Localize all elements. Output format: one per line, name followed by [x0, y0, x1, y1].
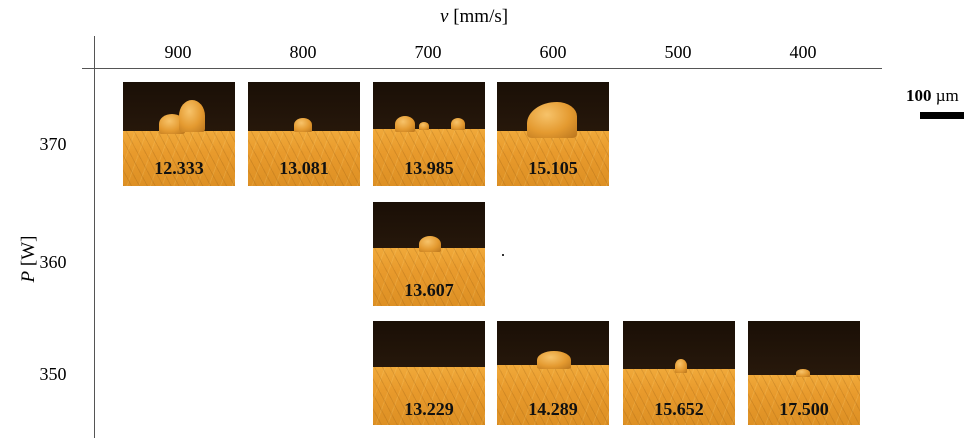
micrograph-panel: 13.081 — [248, 82, 360, 186]
panel-value: 13.081 — [279, 158, 329, 178]
velocity-label-500: 500 — [664, 42, 692, 62]
micrograph-panel: 13.607 — [373, 202, 485, 306]
velocity-label-700: 700 — [414, 42, 442, 62]
panel-value: 15.652 — [654, 399, 704, 419]
scale-bar-value: 100 — [906, 86, 932, 105]
velocity-label-400: 400 — [789, 42, 817, 62]
scale-bar-unit: µm — [935, 86, 959, 105]
panel-value: 13.607 — [404, 280, 454, 300]
velocity-symbol: v — [440, 6, 449, 27]
panel-value: 15.105 — [528, 158, 578, 178]
panel-value: 17.500 — [779, 399, 829, 419]
micrograph-panel: 14.289 — [497, 321, 609, 425]
micrograph-panel: 12.333 — [123, 82, 235, 186]
panel-value: 14.289 — [528, 399, 578, 419]
scale-bar-label: 100 µm — [906, 86, 959, 106]
power-label-350: 350 — [39, 364, 67, 384]
vertical-axis-line — [94, 36, 95, 438]
micrograph-panel: 15.652 — [623, 321, 735, 425]
power-label-370: 370 — [39, 134, 67, 154]
velocity-label-900: 900 — [164, 42, 192, 62]
micrograph-panel: 15.105 — [497, 82, 609, 186]
micrograph-panel: 17.500 — [748, 321, 860, 425]
velocity-label-600: 600 — [539, 42, 567, 62]
velocity-axis-title: v [mm/s] — [440, 6, 508, 28]
micrograph-panel: 13.229 — [373, 321, 485, 425]
micrograph-panel: 13.985 — [373, 82, 485, 186]
horizontal-axis-line — [82, 68, 882, 69]
scale-bar — [920, 112, 964, 119]
velocity-unit: [mm/s] — [453, 6, 509, 27]
power-label-360: 360 — [39, 252, 67, 272]
speck — [502, 254, 504, 256]
velocity-label-800: 800 — [289, 42, 317, 62]
panel-value: 12.333 — [154, 158, 204, 178]
panel-value: 13.985 — [404, 158, 454, 178]
panel-value: 13.229 — [404, 399, 454, 419]
